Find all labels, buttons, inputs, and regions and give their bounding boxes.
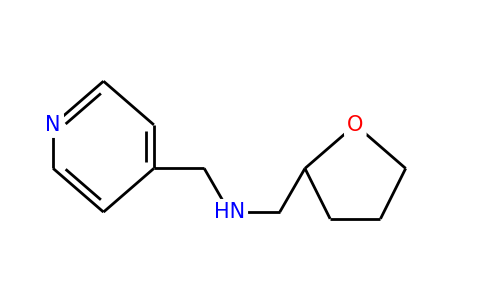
Text: N: N	[45, 115, 61, 135]
Text: HN: HN	[214, 202, 245, 222]
Text: O: O	[347, 115, 363, 135]
